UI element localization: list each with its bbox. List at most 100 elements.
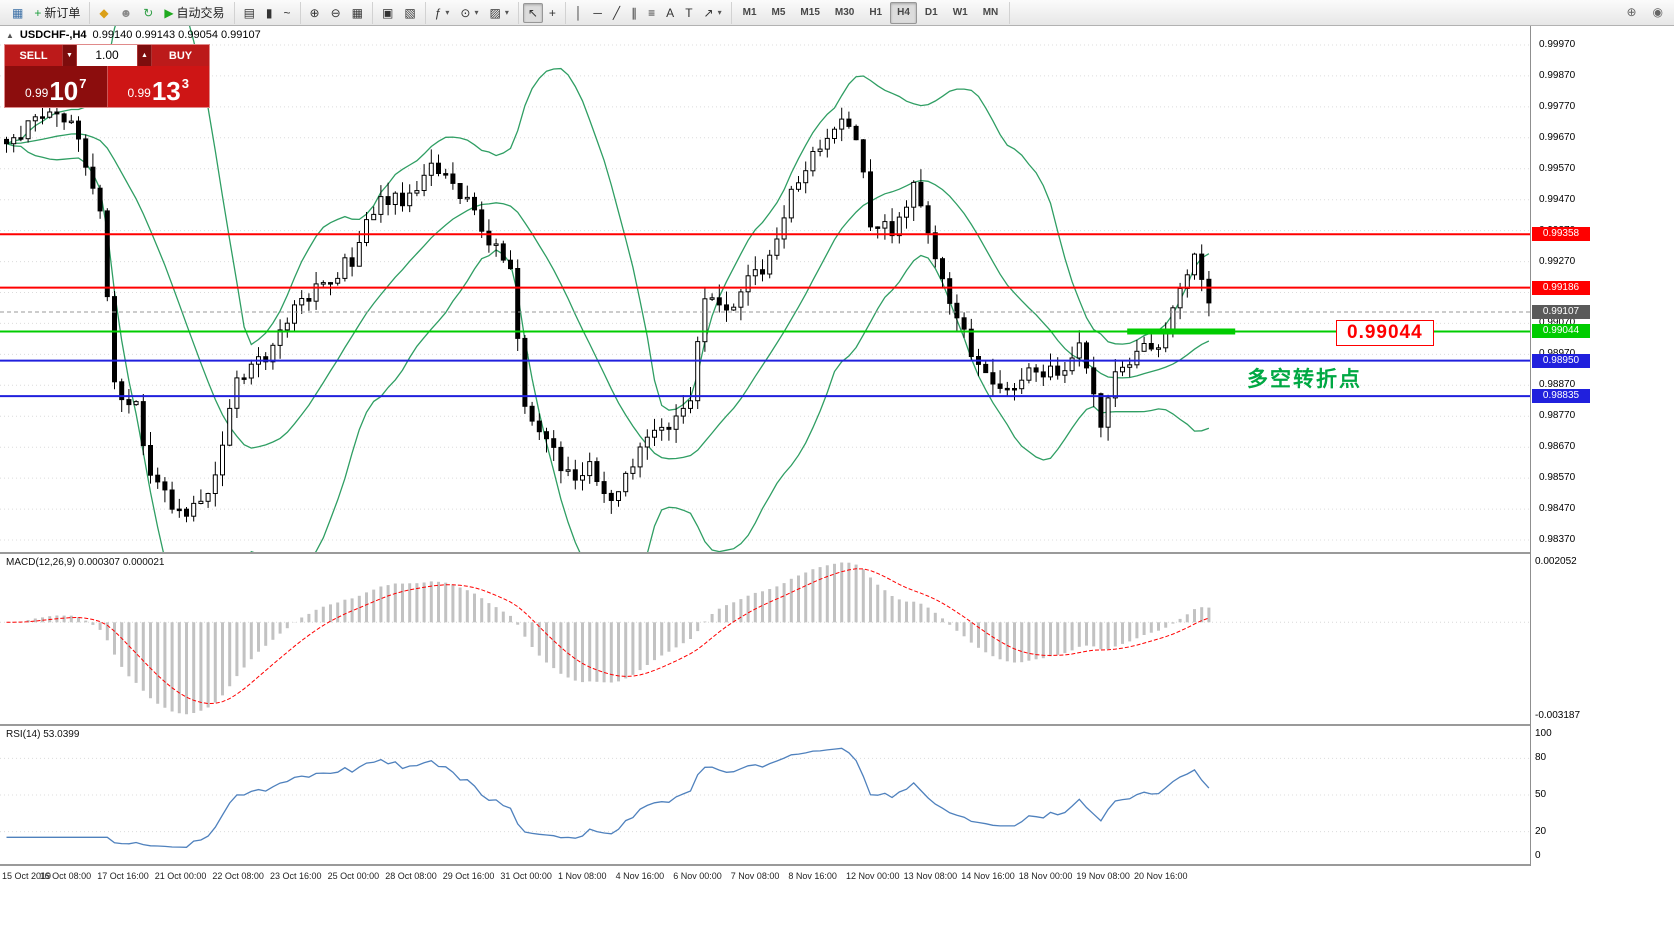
profile-icon-glyph: ☻ — [119, 5, 133, 20]
auto-scroll-icon-glyph: ▣ — [382, 5, 394, 20]
refresh-icon[interactable]: ↻ — [138, 3, 158, 23]
timeframe-m15-button[interactable]: M15 — [800, 6, 820, 18]
timeframe-h1-button[interactable]: H1 — [869, 6, 883, 18]
bar-chart-mode-icon[interactable]: ▤ — [239, 3, 260, 23]
timeframe-mn-button[interactable]: MN — [982, 6, 999, 18]
time-label: 15 Oct 2019 — [2, 871, 52, 881]
rsi-scale-tick: 80 — [1535, 752, 1547, 764]
label-tool-icon-glyph: T — [685, 5, 693, 20]
templates-button[interactable]: ▨ ▾ — [484, 3, 513, 23]
price-chart-area[interactable] — [0, 26, 1530, 552]
buy-price-prefix: 0.99 — [127, 86, 151, 100]
shapes-button-dropdown-icon: ▾ — [717, 7, 722, 17]
timeframe-d1-button[interactable]: D1 — [924, 6, 938, 18]
price-tick: 0.99870 — [1539, 69, 1576, 81]
macd-scale-max: 0.002052 — [1535, 556, 1577, 567]
sell-button[interactable]: 0.99 10 7 — [5, 66, 108, 107]
zoom-in-icon[interactable]: ⊕ — [305, 3, 325, 23]
time-label: 17 Oct 16:00 — [97, 871, 149, 881]
vertical-line-icon[interactable]: │ — [570, 3, 588, 23]
timeframe-m30-button[interactable]: M30 — [834, 6, 855, 18]
volume-increase-button[interactable]: ▲ — [137, 45, 152, 66]
favorites-icon-glyph: ◆ — [99, 5, 109, 20]
autotrade-button-glyph: ▶ — [164, 5, 174, 20]
timeframe-m1-button[interactable]: M1 — [742, 6, 757, 18]
time-label: 23 Oct 16:00 — [270, 871, 322, 881]
price-level-callout[interactable]: 0.99044 — [1336, 320, 1434, 346]
shapes-button[interactable]: ↗ ▾ — [699, 3, 727, 23]
new-order-button-glyph: + — [34, 5, 42, 20]
time-label: 29 Oct 16:00 — [442, 871, 495, 881]
price-tick: 0.99570 — [1539, 162, 1576, 174]
tile-windows-icon[interactable]: ▦ — [347, 3, 368, 23]
buy-price-big: 13 — [151, 76, 181, 106]
templates-button-dropdown-icon: ▾ — [504, 7, 509, 17]
macd-panel[interactable] — [0, 554, 1530, 724]
periods-button-dropdown-icon: ▾ — [474, 7, 479, 17]
fibonacci-icon[interactable]: ≡ — [643, 3, 660, 23]
timeframe-m5-button[interactable]: M5 — [771, 6, 786, 18]
panel-separator[interactable] — [0, 552, 1674, 554]
cursor-button-glyph: ↖ — [527, 5, 538, 20]
time-label: 19 Nov 08:00 — [1076, 871, 1130, 881]
new-order-button[interactable]: + 新订单 — [29, 3, 85, 23]
bottom-filler — [0, 892, 1674, 950]
cursor-button[interactable]: ↖ — [522, 2, 543, 23]
periods-button-glyph: ⊙ — [460, 5, 471, 20]
panel-separator — [0, 864, 1674, 866]
volume-decrease-button[interactable]: ▼ — [62, 45, 77, 66]
price-tick: 0.99670 — [1539, 131, 1576, 143]
symbol-header: ▲ USDCHF-,H4 0.99140 0.99143 0.99054 0.9… — [6, 29, 261, 41]
timeframe-w1-button[interactable]: W1 — [952, 6, 968, 18]
rsi-chart — [0, 747, 1530, 848]
time-axis[interactable]: 15 Oct 2019 16 Oct 08:00 17 Oct 16:00 21 Oc… — [0, 866, 1530, 892]
tile-windows-icon-glyph: ▦ — [351, 5, 363, 20]
crosshair-button[interactable]: + — [544, 3, 561, 23]
price-scale[interactable]: 0.99970 0.99870 0.99770 0.99670 0.99570 0.994… — [1531, 26, 1674, 866]
time-label: 7 Nov 08:00 — [730, 871, 780, 881]
price-tick: 0.98770 — [1539, 410, 1576, 422]
time-label: 22 Oct 08:00 — [212, 871, 264, 881]
line-chart-mode-icon[interactable]: ~ — [279, 3, 296, 23]
time-label: 28 Oct 08:00 — [385, 871, 437, 881]
time-label: 21 Oct 00:00 — [154, 871, 207, 881]
auto-scroll-icon[interactable]: ▣ — [377, 3, 398, 23]
zoom-out-icon[interactable]: ⊖ — [326, 3, 346, 23]
bar-chart-mode-icon-glyph: ▤ — [243, 5, 255, 20]
price-level-label: 0.98835 — [1532, 389, 1590, 404]
channel-icon[interactable]: ∥ — [626, 3, 642, 23]
favorites-icon[interactable]: ◆ — [94, 3, 113, 23]
price-tick: 0.99770 — [1539, 100, 1576, 112]
rsi-scale-tick: 50 — [1535, 789, 1547, 800]
autotrade-button[interactable]: ▶ 自动交易 — [159, 3, 229, 23]
line-chart-mode-icon-glyph: ~ — [283, 5, 291, 20]
profile-icon[interactable]: ☻ — [115, 3, 138, 23]
indicators-button[interactable]: ƒ ▾ — [430, 3, 455, 23]
panel-separator[interactable] — [0, 724, 1674, 726]
trendline-icon[interactable]: ╱ — [608, 3, 625, 23]
candlestick-mode-icon[interactable]: ▮ — [261, 3, 278, 23]
rsi-panel[interactable] — [0, 726, 1530, 864]
app-chart-icon[interactable]: ▦ — [7, 3, 28, 23]
pivot-annotation-text[interactable]: 多空转折点 — [1247, 368, 1362, 391]
volume-input[interactable]: 1.00 — [77, 45, 137, 66]
text-tool-icon[interactable]: A — [661, 3, 679, 23]
chart-shift-icon[interactable]: ▧ — [399, 3, 420, 23]
buy-button[interactable]: 0.99 13 3 — [107, 66, 209, 107]
label-tool-icon[interactable]: T — [680, 3, 697, 23]
crosshair-button-glyph: + — [548, 5, 556, 20]
time-label: 14 Nov 16:00 — [961, 871, 1015, 881]
trendline-icon-glyph: ╱ — [612, 5, 621, 20]
time-label: 6 Nov 00:00 — [673, 871, 722, 881]
text-tool-icon-glyph: A — [666, 5, 675, 20]
search-plus-icon[interactable]: ⊕ — [1621, 2, 1641, 22]
horizontal-line-icon[interactable]: ─ — [588, 3, 607, 23]
macd-scale-min: -0.003187 — [1535, 710, 1581, 721]
price-level-label: 0.98950 — [1532, 353, 1590, 368]
periods-button[interactable]: ⊙ ▾ — [455, 3, 483, 23]
price-tick: 0.98670 — [1539, 441, 1576, 453]
community-icon[interactable]: ◉ — [1648, 2, 1668, 22]
collapse-panel-icon[interactable]: ▲ — [6, 30, 14, 40]
timeframe-h4-button[interactable]: H4 — [890, 1, 917, 24]
indicators-button-glyph: ƒ — [434, 5, 442, 20]
